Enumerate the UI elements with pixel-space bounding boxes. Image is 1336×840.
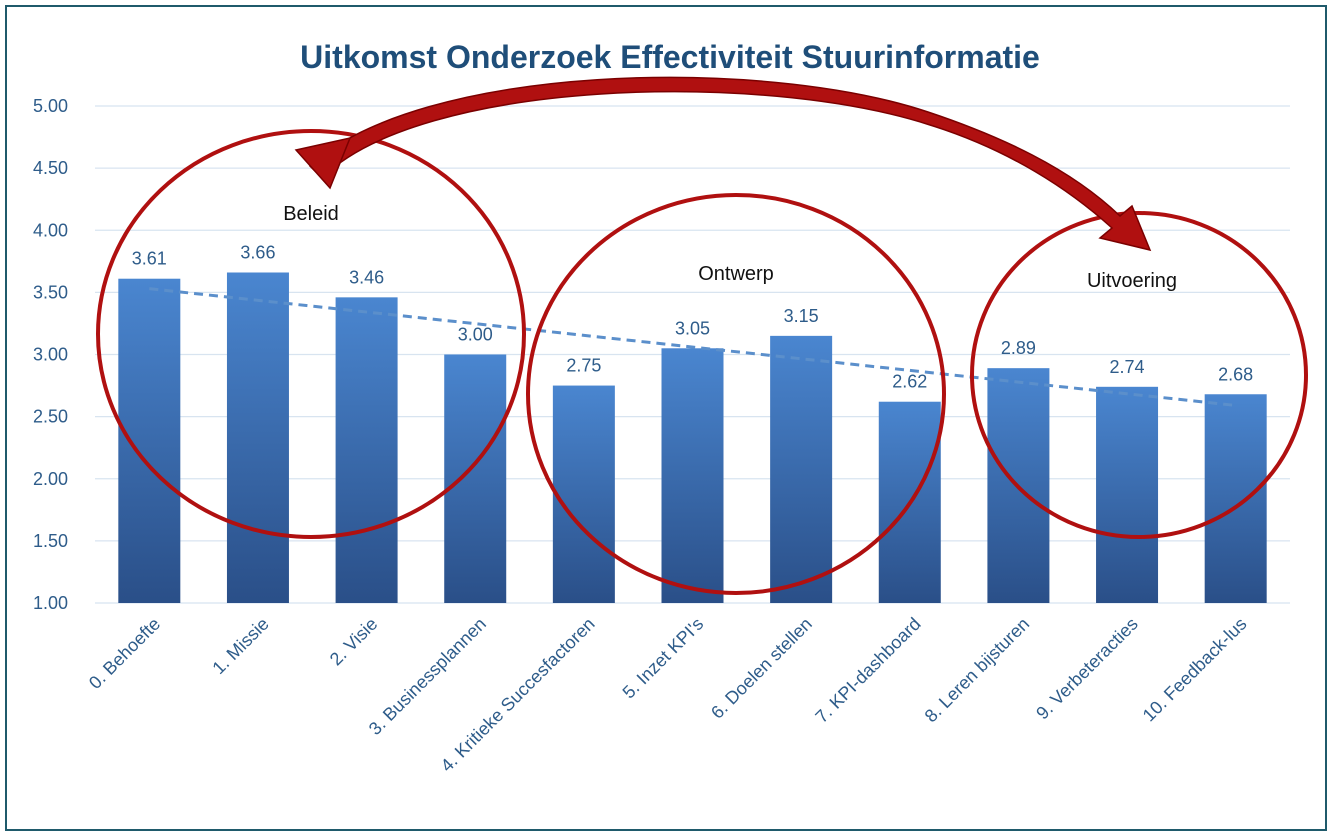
group-circle <box>526 193 946 595</box>
data-label: 3.66 <box>240 242 275 262</box>
category-label: 5. Inzet KPI's <box>619 614 708 703</box>
category-label: 7. KPI-dashboard <box>811 614 924 727</box>
data-label: 3.15 <box>784 306 819 326</box>
trendline-path <box>149 287 1236 407</box>
y-tick-label: 3.50 <box>33 282 68 302</box>
group-circle <box>96 129 526 539</box>
y-axis-ticks: 1.00 1.50 2.00 2.50 3.00 3.50 4.00 4.50 5.00 <box>33 96 68 613</box>
y-tick-label: 2.00 <box>33 469 68 489</box>
data-label: 2.89 <box>1001 338 1036 358</box>
group-label: Beleid <box>283 203 339 225</box>
data-label: 3.46 <box>349 267 384 287</box>
data-label: 3.61 <box>132 249 167 269</box>
bar <box>444 354 507 603</box>
category-label: 1. Missie <box>208 614 272 678</box>
category-label: 8. Leren bijsturen <box>921 614 1033 726</box>
group-label: Ontwerp <box>698 263 774 285</box>
bar <box>1204 394 1267 603</box>
y-tick-label: 4.50 <box>33 158 68 178</box>
category-label: 2. Visie <box>326 614 382 670</box>
y-tick-label: 5.00 <box>33 96 68 116</box>
data-label: 2.68 <box>1218 364 1253 384</box>
category-label: 9. Verbeteracties <box>1032 614 1142 724</box>
data-label: 2.62 <box>892 372 927 392</box>
category-label: 10. Feedback-lus <box>1139 614 1251 726</box>
bar <box>770 335 833 603</box>
bar <box>226 272 289 603</box>
category-label: 6. Doelen stellen <box>707 614 816 723</box>
flow-arrow-body <box>308 76 1152 252</box>
data-label: 3.00 <box>458 325 493 345</box>
y-tick-label: 3.00 <box>33 345 68 365</box>
trendline <box>149 287 1236 407</box>
data-labels: 3.61 3.66 3.46 3.00 2.75 3.05 3.15 2.62 2.89 2.74… <box>132 242 1253 391</box>
data-label: 2.74 <box>1110 357 1145 377</box>
flow-arrow-tail <box>294 136 352 190</box>
group-annotations: Beleid Ontwerp Uitvoering <box>96 76 1308 595</box>
group-circle <box>970 211 1308 539</box>
category-label: 3. Businessplannen <box>365 614 490 739</box>
category-label: 0. Behoefte <box>85 614 164 693</box>
gridlines <box>95 105 1290 604</box>
bar <box>552 385 615 603</box>
data-label: 3.05 <box>675 318 710 338</box>
y-tick-label: 1.00 <box>33 593 68 613</box>
bar <box>661 348 724 603</box>
bar <box>1096 386 1159 603</box>
bar <box>335 297 398 603</box>
group-label: Uitvoering <box>1087 270 1177 292</box>
y-tick-label: 1.50 <box>33 531 68 551</box>
chart-title: Uitkomst Onderzoek Effectiviteit Stuurin… <box>300 39 1040 75</box>
data-label: 2.75 <box>566 356 601 376</box>
y-tick-label: 2.50 <box>33 407 68 427</box>
y-tick-label: 4.00 <box>33 220 68 240</box>
